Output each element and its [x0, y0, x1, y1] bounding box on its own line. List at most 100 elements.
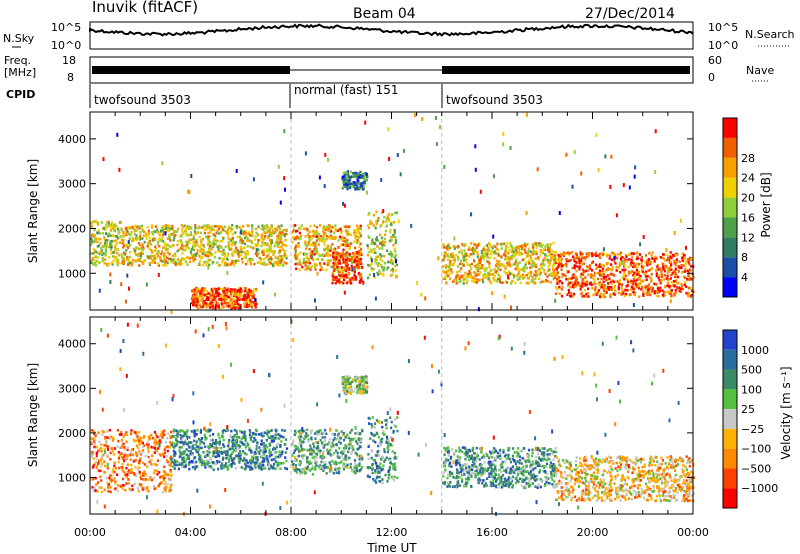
power-cell [197, 295, 200, 299]
power-cell [669, 260, 672, 264]
power-cell [646, 293, 649, 296]
power-cell [346, 170, 349, 173]
power-cell [636, 278, 639, 282]
power-cell [603, 295, 607, 299]
power-cell [658, 273, 661, 277]
power-cell [298, 260, 301, 264]
power-cell [676, 287, 679, 290]
power-cell [331, 265, 334, 269]
power-cell [584, 256, 588, 259]
velocity-cell [197, 453, 200, 457]
power-cell [203, 251, 207, 254]
power-cell [578, 284, 581, 288]
power-cell [674, 272, 678, 275]
power-cell [148, 247, 151, 251]
power-cell [655, 294, 659, 298]
power-cell [268, 259, 271, 262]
power-cell [217, 264, 220, 267]
power-cell [201, 226, 204, 229]
power-cell [95, 237, 98, 240]
power-cell [201, 287, 204, 290]
colorbar-segment [723, 197, 737, 218]
velocity-cell [164, 489, 167, 493]
power-cell [590, 252, 593, 255]
power-cell [241, 232, 244, 235]
power-cell [570, 258, 573, 262]
power-cell [198, 288, 202, 292]
power-cell [243, 232, 246, 236]
power-cell [127, 263, 130, 266]
power-cell [312, 232, 315, 235]
velocity-cell [264, 443, 268, 447]
velocity-cell [127, 478, 130, 481]
power-cell [323, 243, 326, 246]
power-cell [113, 251, 116, 254]
power-cell [141, 228, 144, 232]
power-cell [601, 272, 604, 276]
power-cell [222, 298, 225, 301]
power-cell [99, 250, 102, 253]
velocity-cell [161, 436, 164, 439]
power-cell [555, 268, 558, 271]
power-cell [236, 248, 239, 252]
velocity-cell [92, 466, 95, 469]
power-cell [557, 277, 560, 280]
power-cell [605, 278, 608, 282]
power-cell [492, 251, 495, 255]
power-cell [194, 299, 197, 302]
velocity-cell [166, 449, 169, 453]
power-cell [101, 253, 104, 257]
power-cell [98, 252, 101, 256]
power-cell [221, 239, 224, 243]
power-cell [578, 261, 581, 265]
power-cell [206, 296, 209, 299]
noise-trace [89, 23, 694, 37]
velocity-cell [152, 446, 155, 449]
velocity-cell [93, 442, 97, 446]
velocity-cell [214, 455, 217, 459]
power-cell [308, 236, 311, 240]
velocity-cell [94, 489, 97, 492]
velocity-cell [262, 447, 265, 450]
power-cell [361, 266, 364, 269]
power-cell [187, 233, 190, 237]
power-cell [375, 255, 378, 259]
power-cell [561, 272, 564, 276]
power-cell [620, 293, 623, 296]
power-cell [195, 292, 199, 295]
power-cell [208, 247, 211, 251]
power-cell [484, 272, 487, 276]
power-cell [103, 244, 106, 248]
power-cell [279, 235, 282, 239]
power-cell [311, 254, 314, 259]
power-cell [190, 238, 193, 242]
power-cell [469, 248, 472, 252]
power-cell [318, 261, 322, 265]
power-cell [308, 261, 311, 265]
velocity-cell [191, 447, 194, 450]
power-cell [523, 244, 526, 247]
power-cell [469, 265, 472, 270]
velocity-cell [201, 437, 204, 440]
power-cell [263, 231, 266, 235]
power-cell [125, 232, 128, 235]
power-cell [181, 247, 184, 251]
power-cell [556, 287, 559, 291]
power-cell [501, 281, 504, 284]
velocity-cell [163, 448, 166, 451]
power-cell [446, 269, 449, 273]
power-cell [687, 286, 690, 290]
power-cell [394, 241, 397, 245]
power-cell [323, 184, 326, 189]
power-cell [214, 224, 217, 228]
power-cell [207, 254, 210, 258]
power-cell [152, 237, 155, 241]
velocity-cell [187, 449, 190, 453]
power-cell [444, 264, 448, 267]
velocity-cell [94, 460, 97, 464]
velocity-cell [102, 453, 105, 457]
power-cell [284, 254, 287, 258]
velocity-cell [167, 432, 170, 435]
power-cell [349, 280, 352, 284]
power-cell [482, 257, 485, 261]
